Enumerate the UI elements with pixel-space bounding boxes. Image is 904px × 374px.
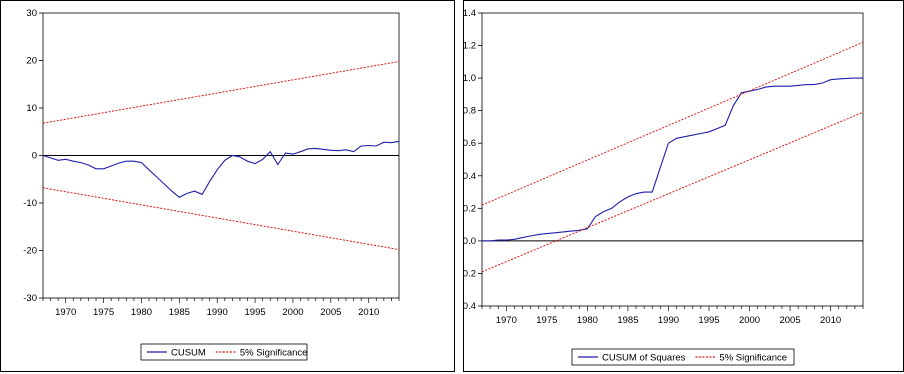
y-tick-label: 0.8: [464, 106, 476, 117]
legend-label: CUSUM of Squares: [602, 353, 686, 364]
y-tick-label: 0.2: [464, 203, 476, 214]
x-tick-label: 1970: [55, 307, 76, 318]
y-tick-label: -0.2: [464, 268, 476, 279]
y-tick-label: -20: [23, 246, 37, 257]
panel-divider: [456, 0, 463, 372]
x-tick-label: 2005: [320, 307, 341, 318]
statistic-line: [482, 77, 863, 242]
plot-frame: [481, 12, 864, 307]
y-tick-label: 0.6: [464, 138, 476, 149]
y-tick-label: -0.4: [464, 301, 476, 312]
x-tick-label: 2000: [282, 307, 303, 318]
y-tick-label: 10: [26, 103, 37, 114]
y-tick-label: 0.0: [464, 236, 476, 247]
cusum-squares-chart: -0.4 -0.2 0.0 0.2 0.4 0.6 0.8 1.0 1.2 1.4 1970 1975…: [464, 8, 864, 366]
x-tick-label: 1995: [698, 315, 719, 326]
x-tick-label: 1975: [536, 315, 557, 326]
y-tick-label: 0.4: [464, 171, 476, 182]
legend-label: CUSUM: [171, 348, 206, 359]
y-tick-label: 30: [26, 8, 37, 19]
x-tick-label: 1995: [245, 307, 266, 318]
x-tick-label: 2000: [739, 315, 760, 326]
significance-bound-line: [42, 187, 400, 251]
y-tick-label: 1.4: [464, 8, 476, 19]
significance-bound-line: [42, 61, 400, 124]
y-tick-label: -10: [23, 198, 37, 209]
x-tick-label: 1980: [577, 315, 598, 326]
x-tick-label: 2005: [779, 315, 800, 326]
x-tick-label: 1980: [131, 307, 152, 318]
y-tick-label: -30: [23, 293, 37, 304]
x-tick-label: 1985: [169, 307, 190, 318]
y-tick-label: 1.0: [464, 73, 476, 84]
legend-label: 5% Significance: [240, 348, 308, 359]
x-tick-label: 1975: [93, 307, 114, 318]
legend-label: 5% Significance: [719, 353, 787, 364]
legend-box: [571, 348, 795, 366]
cusum-chart: -30 -20 -10 0 10 20 30 1970 1975 1980 1985 1990 1995…: [23, 8, 400, 361]
y-tick-label: 1.2: [464, 41, 476, 52]
significance-bound-line: [481, 41, 864, 206]
x-tick-label: 2010: [820, 315, 841, 326]
x-tick-label: 1985: [617, 315, 638, 326]
x-tick-label: 1990: [207, 307, 228, 318]
x-tick-label: 1990: [658, 315, 679, 326]
y-tick-label: 0: [32, 151, 37, 162]
y-tick-label: 20: [26, 56, 37, 67]
x-tick-label: 2010: [358, 307, 379, 318]
statistic-line: [42, 140, 400, 198]
cusum-chart-panel: -30 -20 -10 0 10 20 30 1970 1975 1980 1985 1990 1995…: [0, 0, 455, 372]
x-tick-label: 1970: [496, 315, 517, 326]
cusum-squares-chart-panel: -0.4 -0.2 0.0 0.2 0.4 0.6 0.8 1.0 1.2 1.4 1970 1975…: [463, 0, 904, 372]
significance-bound-line: [481, 111, 864, 273]
